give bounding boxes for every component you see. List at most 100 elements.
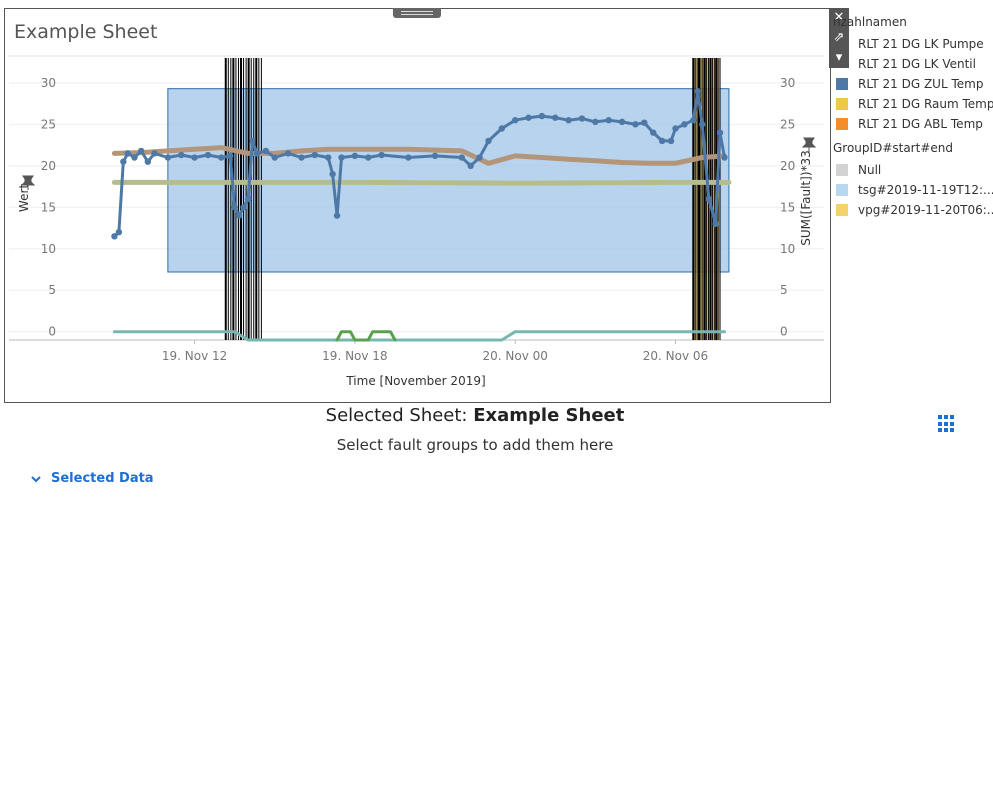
selected-data-toggle[interactable]: Selected Data <box>31 471 154 486</box>
legend-group-item[interactable]: Null <box>833 160 993 180</box>
series-point[interactable] <box>578 115 586 122</box>
series-point[interactable] <box>249 137 256 145</box>
series-point[interactable] <box>538 112 546 120</box>
series-point[interactable] <box>476 154 483 161</box>
pin-icon-right[interactable] <box>801 137 817 152</box>
legend-groups-title: GroupID#start#end <box>833 141 953 155</box>
y2-tick-label: 25 <box>780 117 795 131</box>
series-point[interactable] <box>721 154 728 161</box>
series-point[interactable] <box>565 117 572 124</box>
y-tick-label: 30 <box>41 76 56 90</box>
series-point[interactable] <box>618 118 626 126</box>
legend-group-item[interactable]: tsg#2019-11-19T12:... <box>833 180 993 200</box>
series-point[interactable] <box>271 154 278 161</box>
legend-measure-item[interactable]: RLT 21 DG Raum Temp <box>833 94 993 114</box>
series-point[interactable] <box>191 154 198 161</box>
series-point[interactable] <box>329 170 336 178</box>
fault-regions[interactable] <box>167 58 730 340</box>
selected-sheet-name: Example Sheet <box>473 405 625 426</box>
series-point[interactable] <box>111 233 118 240</box>
series-point[interactable] <box>164 154 172 161</box>
series-line[interactable] <box>335 330 397 342</box>
series-point[interactable] <box>525 114 532 121</box>
series-point[interactable] <box>115 228 123 236</box>
series-point[interactable] <box>467 162 474 170</box>
series-point[interactable] <box>333 212 341 219</box>
series-point[interactable] <box>351 152 359 160</box>
series-point[interactable] <box>690 117 697 124</box>
y-tick-label: 10 <box>41 242 56 256</box>
series-point[interactable] <box>227 152 234 160</box>
legend-swatch <box>836 164 848 176</box>
menu-chevron-icon[interactable]: ▾ <box>835 50 843 65</box>
series-line[interactable] <box>111 145 727 166</box>
y2-tick-label: 0 <box>780 325 788 339</box>
legend-measure-item[interactable]: RLT 21 DG ABL Temp <box>833 114 993 134</box>
legend-swatch <box>836 118 848 130</box>
y2-tick-label: 20 <box>780 159 795 173</box>
series-point[interactable] <box>151 150 158 157</box>
series-point[interactable] <box>458 154 465 161</box>
y2-tick-label: 15 <box>780 200 795 214</box>
series-point[interactable] <box>592 118 599 126</box>
series-point[interactable] <box>431 152 439 160</box>
series-point[interactable] <box>712 220 719 228</box>
series-point[interactable] <box>284 150 292 157</box>
drag-handle[interactable] <box>393 8 441 18</box>
line-chart[interactable]: 0 0 5 5 10 10 15 15 20 20 25 25 30 30 19. Nov 12 19. No… <box>4 8 829 401</box>
series-point[interactable] <box>641 119 648 126</box>
series-point[interactable] <box>511 117 519 124</box>
series-point[interactable] <box>699 121 706 128</box>
legend-label: RLT 21 DG LK Ventil <box>858 57 976 71</box>
series-point[interactable] <box>485 137 492 145</box>
series-point[interactable] <box>338 154 345 161</box>
series-point[interactable] <box>311 151 319 159</box>
series-point[interactable] <box>705 195 713 203</box>
grid-menu-icon[interactable] <box>938 415 956 433</box>
series-point[interactable] <box>672 125 679 132</box>
series-point[interactable] <box>716 129 724 136</box>
series-point[interactable] <box>405 154 412 161</box>
series-point[interactable] <box>253 150 261 157</box>
legend-group-item[interactable]: vpg#2019-11-20T06:... <box>833 200 993 220</box>
series-point[interactable] <box>667 137 675 145</box>
series-point[interactable] <box>324 154 332 161</box>
series-point[interactable] <box>178 151 185 159</box>
legend-measure-item[interactable]: RLT 21 DG LK Ventil <box>833 54 993 74</box>
series-point[interactable] <box>204 151 212 159</box>
pin-icon[interactable] <box>20 175 36 190</box>
popout-icon[interactable]: ⇗ <box>833 30 845 45</box>
legend-label: tsg#2019-11-19T12:... <box>858 183 993 197</box>
series-point[interactable] <box>498 125 506 132</box>
series-point[interactable] <box>298 154 305 161</box>
series-point[interactable] <box>124 150 131 157</box>
series-point[interactable] <box>137 147 145 155</box>
series-line[interactable] <box>112 330 726 342</box>
series-point[interactable] <box>605 117 612 124</box>
series-line[interactable] <box>111 179 732 186</box>
series-point[interactable] <box>144 158 152 165</box>
y-tick-label: 20 <box>41 159 56 173</box>
series-point[interactable] <box>262 147 270 155</box>
legend-label: Null <box>858 163 882 177</box>
series-point[interactable] <box>244 195 252 203</box>
series-point[interactable] <box>658 137 666 145</box>
series-point[interactable] <box>378 151 385 159</box>
series-point[interactable] <box>231 204 238 211</box>
chart-series[interactable] <box>111 87 732 342</box>
series-point[interactable] <box>650 129 657 136</box>
legend: nzahlnamen RLT 21 DG LK Pumpe RLT 21 DG L… <box>833 14 993 220</box>
series-point[interactable] <box>365 154 372 161</box>
legend-measure-item[interactable]: RLT 21 DG ZUL Temp <box>833 74 993 94</box>
series-point[interactable] <box>552 114 559 121</box>
series-point[interactable] <box>218 154 225 161</box>
legend-measure-item[interactable]: RLT 21 DG LK Pumpe <box>833 34 993 54</box>
series-point[interactable] <box>120 158 127 165</box>
series-point[interactable] <box>131 154 138 161</box>
series-point[interactable] <box>694 87 701 95</box>
series-point[interactable] <box>240 204 247 211</box>
series-point[interactable] <box>235 212 243 219</box>
close-icon[interactable]: ✕ <box>833 10 845 25</box>
series-point[interactable] <box>681 121 688 128</box>
series-point[interactable] <box>632 121 639 128</box>
